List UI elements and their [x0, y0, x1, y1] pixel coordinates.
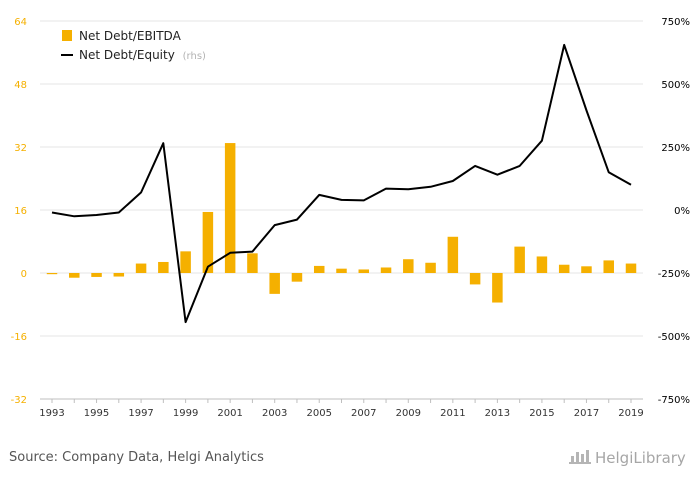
bar-2017 [581, 266, 592, 273]
left-tick-label: 64 [14, 17, 27, 28]
x-tick-label: 1997 [128, 408, 153, 419]
gridlines [40, 20, 643, 337]
line-series [51, 43, 632, 324]
bar-2013 [492, 273, 503, 303]
x-tick-label: 1993 [39, 408, 64, 419]
library-logo-icon [569, 448, 591, 464]
x-tick-label: 2005 [307, 408, 332, 419]
x-tick-label: 2017 [574, 408, 599, 419]
x-tick-label: 2011 [440, 408, 465, 419]
x-tick-label: 2013 [485, 408, 510, 419]
bar-2007 [358, 269, 370, 273]
x-tick-label: 2009 [396, 408, 421, 419]
legend-label-net-debt-ebitda: Net Debt/EBITDA [79, 29, 182, 43]
net-debt-equity-line [51, 43, 632, 324]
legend-label-net-debt-equity-name: Net Debt/Equity [79, 48, 175, 62]
x-tick-label: 2003 [262, 408, 287, 419]
right-tick-label: 250% [661, 143, 690, 154]
x-tick-label: 2001 [217, 408, 242, 419]
bar-2008 [380, 267, 392, 273]
bar-2015 [536, 256, 548, 273]
right-tick-label: 750% [661, 17, 690, 28]
bar-2003 [269, 273, 280, 294]
left-tick-label: 48 [14, 80, 27, 91]
left-axis-ticks: 64 48 32 16 0 -16 -32 [11, 17, 27, 406]
bar-2009 [403, 259, 414, 273]
legend-label-net-debt-equity: Net Debt/Equity (rhs) [79, 48, 206, 62]
right-tick-label: -750% [658, 395, 690, 406]
logo-text: HelgiLibrary [595, 449, 686, 467]
bar-2004 [291, 273, 303, 282]
right-axis-ticks: 750% 500% 250% 0% -250% -500% -750% [658, 17, 690, 406]
bar-1994 [69, 273, 80, 278]
helgi-library-logo: HelgiLibrary [569, 448, 686, 467]
right-tick-label: 500% [661, 80, 690, 91]
x-tick-label: 2019 [618, 408, 643, 419]
bar-2012 [469, 273, 481, 285]
right-tick-label: -500% [658, 332, 690, 343]
legend-swatch-net-debt-ebitda [62, 30, 72, 41]
bar-1995 [91, 273, 102, 277]
x-tick-label: 1999 [173, 408, 198, 419]
right-tick-label: 0% [674, 206, 690, 217]
left-tick-label: -32 [11, 395, 27, 406]
bar-2000 [202, 211, 214, 273]
legend-rhs-suffix: (rhs) [183, 51, 206, 62]
source-note: Source: Company Data, Helgi Analytics [9, 450, 264, 465]
bar-2006 [336, 268, 347, 273]
bar-series [46, 143, 637, 303]
bar-2011 [447, 236, 459, 273]
x-tick-label: 1995 [84, 408, 109, 419]
left-tick-label: 32 [14, 143, 27, 154]
bar-2018 [603, 260, 614, 273]
bar-1997 [135, 263, 147, 273]
bar-2005 [313, 265, 325, 273]
bar-1993 [46, 273, 58, 275]
bar-2001 [224, 143, 236, 273]
right-tick-label: -250% [658, 269, 690, 280]
x-tick-label: 2015 [529, 408, 554, 419]
bar-2010 [425, 262, 436, 273]
left-tick-label: 16 [14, 206, 27, 217]
left-tick-label: -16 [11, 332, 27, 343]
x-axis-ticks: 1993 1995 1997 1999 2001 2003 2005 2007 2009 2011… [39, 399, 644, 419]
bar-2016 [558, 264, 570, 273]
bar-2019 [625, 263, 637, 273]
x-tick-label: 2007 [351, 408, 376, 419]
left-tick-label: 0 [21, 269, 27, 280]
bar-1998 [158, 261, 169, 273]
bar-2014 [514, 246, 525, 273]
bar-1996 [113, 273, 125, 277]
legend: Net Debt/EBITDA Net Debt/Equity (rhs) [61, 29, 206, 62]
bar-1999 [180, 251, 191, 273]
bar-2002 [247, 253, 258, 273]
